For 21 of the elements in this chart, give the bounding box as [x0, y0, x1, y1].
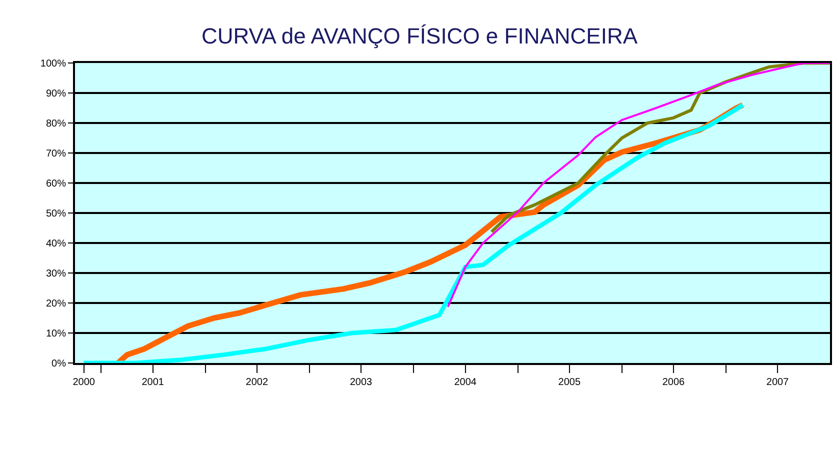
x-tick-label: 2004: [454, 377, 477, 388]
x-tick-label: 2001: [142, 377, 164, 388]
x-tick-label: 2000: [72, 377, 96, 388]
x-tick-label: 2005: [558, 377, 581, 388]
x-tick-label: 2003: [350, 377, 373, 388]
x-tick-label: 2007: [766, 377, 790, 388]
y-tick-label: 10%: [46, 328, 66, 340]
x-tick-label: 2002: [246, 377, 268, 388]
y-tick-label: 30%: [46, 268, 66, 280]
y-tick-label: 40%: [46, 238, 66, 250]
y-tick-label: 90%: [46, 88, 66, 100]
y-tick-label: 70%: [46, 148, 66, 160]
y-tick-label: 80%: [46, 118, 66, 130]
y-tick-label: 20%: [46, 298, 66, 310]
chart-title: CURVA de AVANÇO FÍSICO e FINANCEIRA: [201, 23, 638, 48]
x-tick-label: 2006: [662, 377, 686, 388]
y-tick-label: 50%: [46, 208, 66, 220]
y-tick-label: 0%: [52, 358, 66, 370]
line-series: [446, 63, 830, 308]
y-tick-label: 60%: [46, 178, 66, 190]
y-tick-label: 100%: [40, 58, 66, 70]
